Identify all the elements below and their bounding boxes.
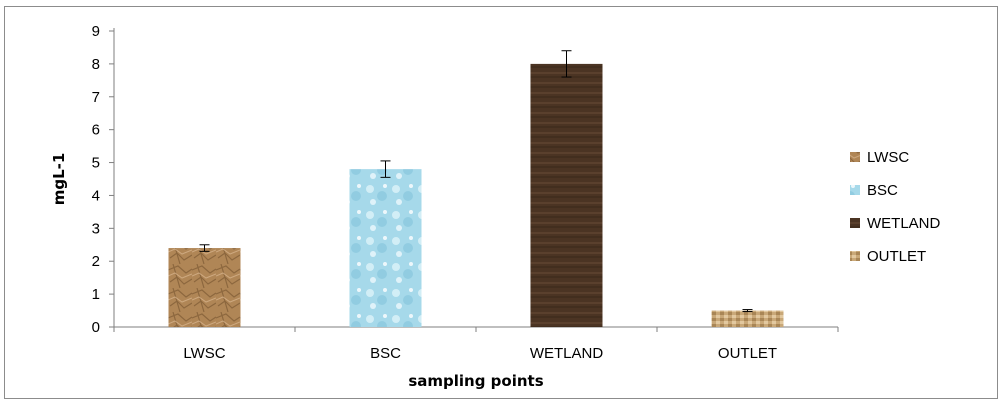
legend-label: OUTLET (867, 248, 926, 265)
legend-swatch-outlet (850, 251, 860, 261)
y-tick-label: 3 (92, 220, 100, 237)
y-tick-label: 8 (92, 56, 100, 73)
y-tick-label: 6 (92, 122, 100, 139)
y-tick-label: 1 (92, 286, 100, 303)
y-tick-label: 4 (92, 187, 100, 204)
legend-swatch-lwsc (850, 152, 860, 162)
legend-label: WETLAND (867, 215, 941, 232)
x-axis-title: sampling points (408, 372, 543, 390)
legend-swatch-bsc (850, 185, 860, 195)
chart-frame (4, 6, 998, 399)
legend-label: BSC (867, 182, 898, 199)
y-axis-title: mgL-1 (50, 153, 68, 206)
y-tick-label: 9 (92, 23, 100, 40)
bar-bsc (349, 169, 422, 327)
bar-lwsc (168, 248, 241, 327)
bar-outlet (711, 310, 784, 327)
x-tick-label: BSC (370, 345, 401, 362)
y-tick-label: 0 (92, 319, 100, 336)
legend-label: LWSC (867, 149, 909, 166)
x-tick-label: OUTLET (718, 345, 777, 362)
legend: LWSC BSC WETLAND OUTLET (850, 149, 941, 265)
bar-wetland (530, 63, 603, 328)
y-tick-label: 5 (92, 155, 100, 172)
y-tick-label: 7 (92, 89, 100, 106)
x-tick-label: LWSC (183, 345, 225, 362)
x-tick-label: WETLAND (530, 345, 604, 362)
plot-area: 0 1 2 3 4 5 6 7 8 9 LWSC BSC WETLAND OUTLET sampling p… (50, 23, 839, 390)
y-tick-label: 2 (92, 253, 100, 270)
legend-swatch-wetland (850, 218, 860, 228)
